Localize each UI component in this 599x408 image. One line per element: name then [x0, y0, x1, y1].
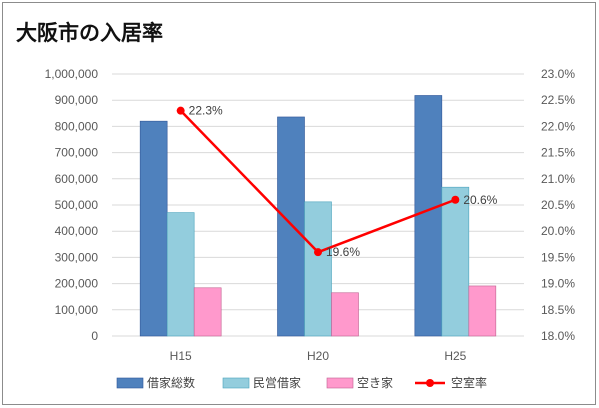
bar-borrowed-total-H15 [139, 120, 168, 337]
vacancy-rate-point [451, 195, 460, 204]
right-tick-label: 21.0% [541, 172, 575, 186]
chart-title: 大阪市の入居率 [16, 21, 163, 45]
right-tick-label: 23.0% [541, 67, 575, 81]
right-tick-label: 22.0% [541, 119, 575, 133]
left-tick-label: 600,000 [55, 172, 99, 186]
legend-vacancy-rate-swatch-marker [426, 379, 434, 387]
left-tick-label: 200,000 [55, 277, 99, 291]
right-tick-label: 19.5% [541, 250, 575, 264]
legend: 借家総数 民営借家 空き家 空室率 [116, 375, 487, 390]
vacancy-rate-data-label: 19.6% [326, 245, 360, 259]
category-label: H15 [170, 349, 192, 363]
vacancy-rate-point [314, 248, 322, 257]
category-label: H25 [444, 349, 466, 363]
left-tick-label: 1,000,000 [45, 67, 99, 81]
right-axis: 18.0% 18.5% 19.0% 19.5% 20.0% 20.5% 21.0% 21.5%… [541, 67, 575, 343]
legend-private-rental-label: 民営借家 [253, 375, 301, 390]
chart-frame: 大阪市の入居率 22.3% 19.6% 20.6% 0 100,000 200,000 3… [2, 2, 596, 405]
left-tick-label: 0 [91, 329, 98, 343]
legend-borrowed-total-swatch [116, 377, 144, 389]
bar-private-rental-H15 [166, 212, 195, 337]
right-tick-label: 18.0% [541, 329, 575, 343]
vacancy-rate-data-label: 20.6% [463, 193, 497, 207]
category-label: H20 [307, 349, 329, 363]
bar-private-rental-H25 [441, 186, 470, 337]
left-tick-label: 500,000 [55, 198, 99, 212]
chart-svg: 大阪市の入居率 22.3% 19.6% 20.6% 0 100,000 200,000 3… [16, 21, 575, 390]
x-axis: H15 H20 H25 [170, 349, 467, 363]
left-tick-label: 800,000 [55, 119, 99, 133]
vacancy-rate-line: 22.3% 19.6% 20.6% [176, 104, 498, 259]
bar-borrowed-total-H20 [277, 116, 305, 337]
vacancy-rate-point [176, 106, 185, 115]
legend-vacant-swatch [326, 377, 354, 389]
left-tick-label: 900,000 [55, 93, 99, 107]
bar-vacant-H15 [193, 287, 222, 337]
legend-vacancy-rate-label: 空室率 [451, 375, 487, 390]
left-tick-label: 300,000 [55, 250, 99, 264]
bars [139, 95, 497, 337]
bar-borrowed-total-H25 [414, 95, 443, 337]
right-tick-label: 21.5% [541, 146, 575, 160]
left-tick-label: 700,000 [55, 146, 99, 160]
legend-private-rental-swatch [222, 377, 250, 389]
bar-private-rental-H20 [304, 201, 332, 337]
left-tick-label: 100,000 [55, 303, 99, 317]
right-tick-label: 18.5% [541, 303, 575, 317]
left-axis: 0 100,000 200,000 300,000 400,000 500,000 600,… [45, 67, 99, 343]
right-tick-label: 19.0% [541, 277, 575, 291]
legend-borrowed-total-label: 借家総数 [147, 375, 195, 390]
bar-vacant-H20 [331, 292, 359, 337]
right-tick-label: 20.0% [541, 224, 575, 238]
right-tick-label: 22.5% [541, 93, 575, 107]
vacancy-rate-data-label: 22.3% [189, 104, 223, 118]
left-tick-label: 400,000 [55, 224, 99, 238]
bar-vacant-H25 [468, 285, 497, 337]
legend-vacant-label: 空き家 [357, 375, 393, 390]
right-tick-label: 20.5% [541, 198, 575, 212]
